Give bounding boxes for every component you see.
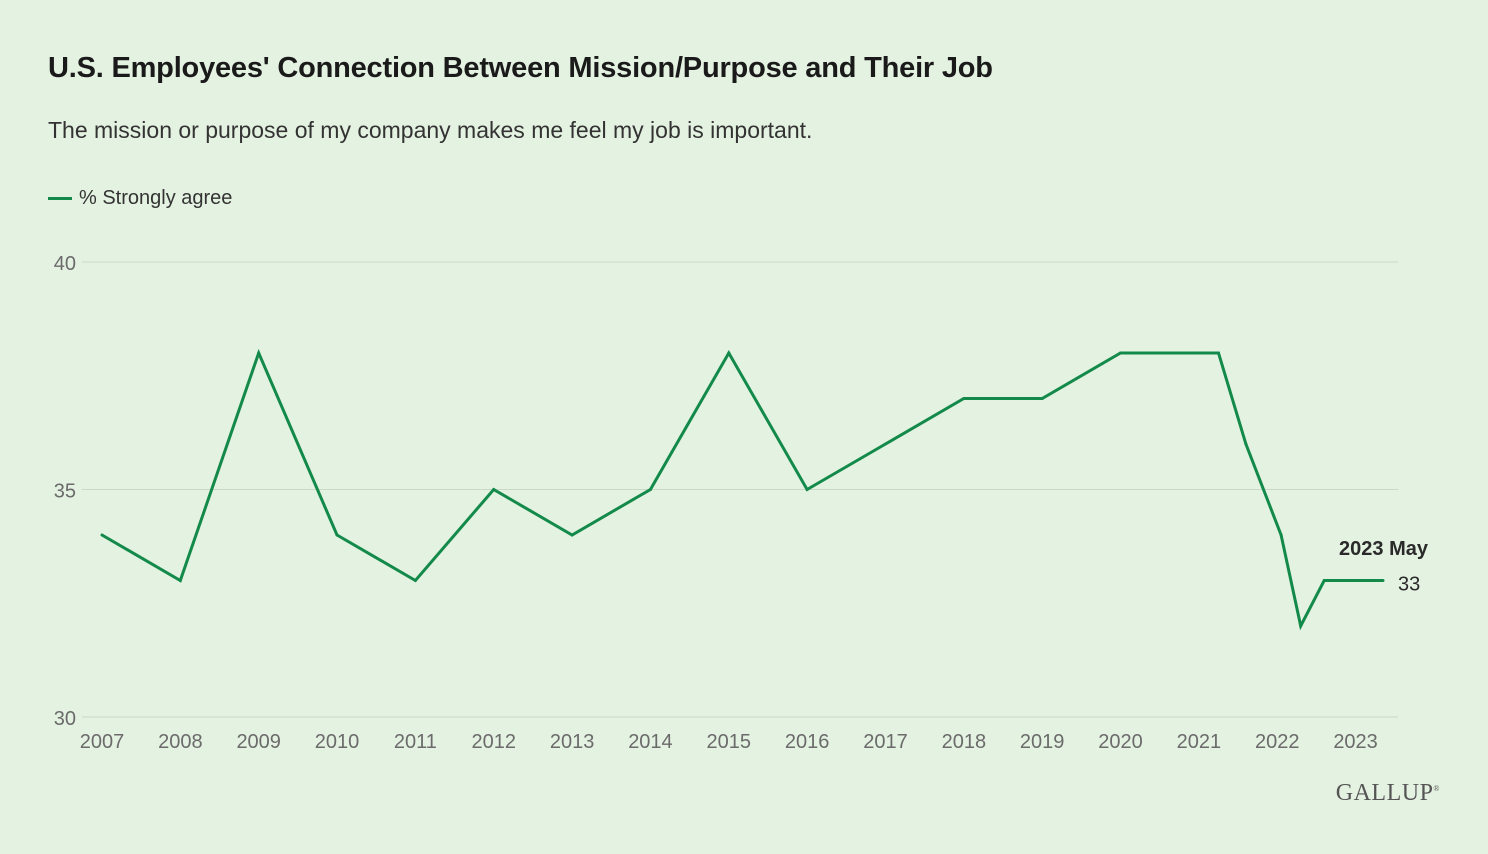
chart-subtitle: The mission or purpose of my company mak… — [48, 117, 813, 143]
data-point — [100, 533, 104, 537]
data-point — [1299, 624, 1303, 628]
data-point — [727, 351, 731, 355]
data-point — [257, 351, 261, 355]
x-tick-label: 2021 — [1177, 731, 1222, 753]
annotation-value-label: 33 — [1398, 574, 1420, 596]
x-tick-label: 2007 — [80, 731, 125, 753]
data-point — [962, 397, 966, 400]
x-tick-label: 2012 — [471, 731, 516, 753]
gallup-logo: GALLUP® — [1336, 780, 1440, 807]
x-tick-label: 2020 — [1098, 731, 1143, 753]
data-point — [1197, 351, 1201, 355]
x-tick-label: 2008 — [158, 731, 203, 753]
annotation-period-label: 2023 May — [1339, 538, 1429, 560]
grid-lines — [82, 261, 1398, 718]
legend: % Strongly agree — [48, 187, 232, 210]
data-point — [1040, 397, 1044, 400]
x-tick-label: 2019 — [1020, 731, 1065, 753]
series-line-strongly-agree — [101, 348, 1383, 631]
x-tick-label: 2009 — [236, 731, 281, 753]
x-tick-label: 2010 — [315, 731, 360, 753]
annotation-layer: 2023 May 33 — [1339, 538, 1429, 596]
data-point — [1244, 442, 1248, 446]
x-axis-ticks: 2007 2008 2009 2010 2011 2012 2013 2014 2015 2016… — [80, 731, 1378, 753]
x-tick-label: 2022 — [1255, 731, 1300, 753]
data-point — [1119, 351, 1123, 355]
data-point — [413, 579, 417, 582]
x-tick-label: 2023 — [1333, 731, 1378, 753]
x-tick-label: 2015 — [707, 731, 752, 753]
x-tick-label: 2017 — [863, 731, 908, 753]
y-tick-label: 35 — [54, 481, 76, 503]
data-point — [492, 488, 496, 491]
data-point — [883, 442, 887, 446]
legend-line-swatch — [48, 197, 72, 200]
data-point — [1279, 533, 1283, 537]
data-point — [178, 579, 182, 582]
data-point — [335, 533, 339, 537]
logo-text: GALLUP — [1335, 780, 1434, 806]
y-axis-ticks: 30 35 40 — [54, 253, 76, 730]
data-point — [1322, 579, 1326, 582]
y-tick-label: 30 — [54, 708, 76, 730]
data-point — [1216, 351, 1220, 355]
data-point — [805, 488, 809, 491]
x-tick-label: 2011 — [394, 731, 437, 753]
logo-registered-mark: ® — [1433, 784, 1440, 793]
x-tick-label: 2013 — [550, 731, 595, 753]
chart-title: U.S. Employees' Connection Between Missi… — [48, 52, 993, 84]
data-point — [648, 488, 652, 491]
legend-label: % Strongly agree — [79, 187, 233, 209]
x-tick-label: 2014 — [628, 731, 673, 753]
y-tick-label: 40 — [54, 253, 76, 275]
x-tick-label: 2018 — [942, 731, 987, 753]
data-point — [1381, 579, 1385, 582]
series-layer — [100, 348, 1385, 631]
data-point — [1346, 579, 1350, 582]
x-tick-label: 2016 — [785, 731, 830, 753]
data-point — [570, 533, 574, 537]
